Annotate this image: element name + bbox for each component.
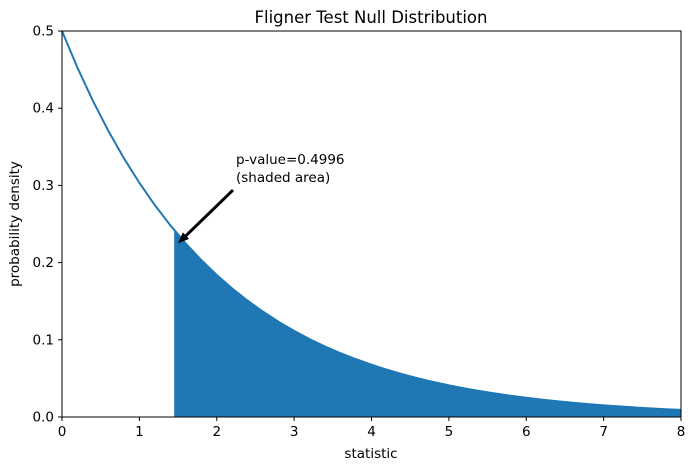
x-tick-label: 4 xyxy=(367,424,376,440)
p-value-shaded-area xyxy=(174,229,681,417)
y-tick-label: 0.0 xyxy=(33,410,54,426)
x-tick-label: 0 xyxy=(58,424,67,440)
x-tick-label: 5 xyxy=(445,424,454,440)
x-tick-label: 6 xyxy=(522,424,531,440)
plot-layer: 0 1 2 3 4 5 6 7 8 0.0 0.1 0.2 0.3 0.4 0.5 xyxy=(33,24,686,441)
y-tick-label: 0.3 xyxy=(33,178,54,194)
x-tick-label: 8 xyxy=(677,424,686,440)
x-tick-label: 3 xyxy=(290,424,299,440)
chart-title: Fligner Test Null Distribution xyxy=(255,8,488,27)
axes-frame xyxy=(61,30,682,418)
pdf-curve-line xyxy=(61,30,682,411)
x-tick-label: 2 xyxy=(212,424,221,440)
y-axis-label: probability density xyxy=(7,161,23,287)
annotation-line2: (shaded area) xyxy=(236,170,330,186)
annotation-arrow-shaft xyxy=(184,188,235,237)
y-tick-label: 0.5 xyxy=(33,24,54,40)
y-tick-label: 0.1 xyxy=(33,332,54,348)
y-tick-label: 0.2 xyxy=(33,255,54,271)
annotation-line1: p-value=0.4996 xyxy=(236,152,345,168)
x-axis-label: statistic xyxy=(344,446,397,462)
x-tick-label: 1 xyxy=(135,424,144,440)
x-tick-label: 7 xyxy=(599,424,608,440)
annotation-arrow-head xyxy=(178,232,190,244)
y-tick-label: 0.4 xyxy=(33,101,54,117)
